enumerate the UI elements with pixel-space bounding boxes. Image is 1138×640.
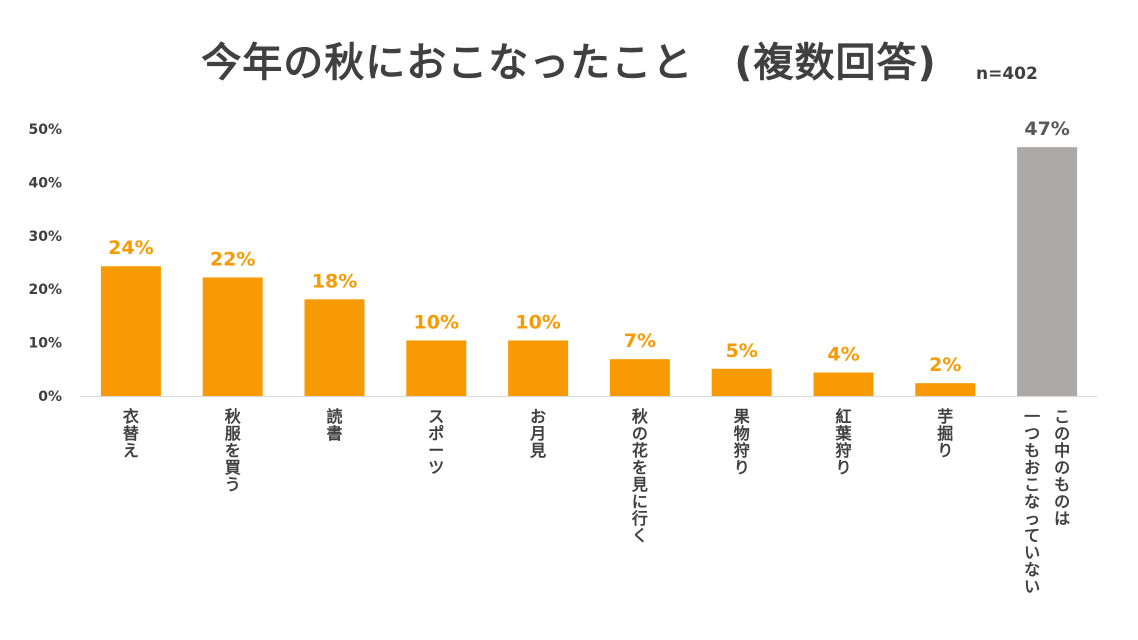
bars bbox=[100, 147, 1078, 396]
x-category-label: 読書 bbox=[326, 407, 342, 443]
y-tick-label: 20% bbox=[28, 282, 62, 298]
y-tick-label: 0% bbox=[38, 389, 62, 405]
bar bbox=[406, 340, 467, 396]
bar bbox=[711, 368, 772, 396]
y-tick-label: 40% bbox=[28, 175, 62, 191]
x-category-label: 芋掘り bbox=[937, 407, 953, 460]
data-label: 18% bbox=[312, 270, 357, 292]
y-tick-label: 30% bbox=[28, 229, 62, 245]
x-category-label: 秋の花を見に行く bbox=[631, 407, 649, 545]
y-tick-label: 50% bbox=[28, 122, 62, 138]
x-axis-labels: 衣替え 秋服を買う 読書 スポーツ お月見 秋の花を見に行く 果物狩り 紅葉狩り 芋掘り この中の… bbox=[123, 407, 1070, 596]
data-label: 24% bbox=[108, 237, 153, 259]
bar bbox=[304, 299, 365, 396]
data-label: 5% bbox=[726, 340, 758, 362]
x-category-label: スポーツ bbox=[428, 407, 444, 477]
x-category-label: お月見 bbox=[529, 407, 546, 460]
bar bbox=[508, 340, 569, 396]
data-label: 10% bbox=[515, 311, 560, 333]
data-label: 4% bbox=[827, 344, 859, 366]
x-category-label: 果物狩り bbox=[733, 407, 750, 477]
data-label: 22% bbox=[210, 248, 255, 270]
x-category-label: 衣替え bbox=[123, 407, 139, 460]
x-category-label: 秋服を買う bbox=[225, 407, 242, 494]
data-label: 7% bbox=[624, 330, 656, 352]
bar bbox=[915, 383, 976, 396]
x-category-label: この中のものは bbox=[1054, 407, 1070, 528]
bar bbox=[813, 372, 874, 396]
bar bbox=[202, 277, 263, 396]
data-label: 47% bbox=[1024, 118, 1069, 140]
x-category-label: 一つもおこなっていない bbox=[1024, 407, 1040, 596]
data-labels: 24% 22% 18% 10% 10% 7% 5% 4% 2% 47% bbox=[108, 118, 1070, 376]
x-category-label: 紅葉狩り bbox=[834, 407, 852, 477]
bar bbox=[1017, 147, 1078, 396]
data-label: 2% bbox=[929, 354, 961, 376]
bar bbox=[100, 266, 161, 396]
sample-size-label: n=402 bbox=[976, 64, 1038, 84]
y-tick-label: 10% bbox=[28, 336, 62, 352]
bar bbox=[609, 359, 670, 396]
chart-title: 今年の秋におこなったこと (複数回答) bbox=[201, 40, 937, 86]
y-axis: 0% 10% 20% 30% 40% 50% bbox=[28, 122, 62, 405]
data-label: 10% bbox=[414, 311, 459, 333]
